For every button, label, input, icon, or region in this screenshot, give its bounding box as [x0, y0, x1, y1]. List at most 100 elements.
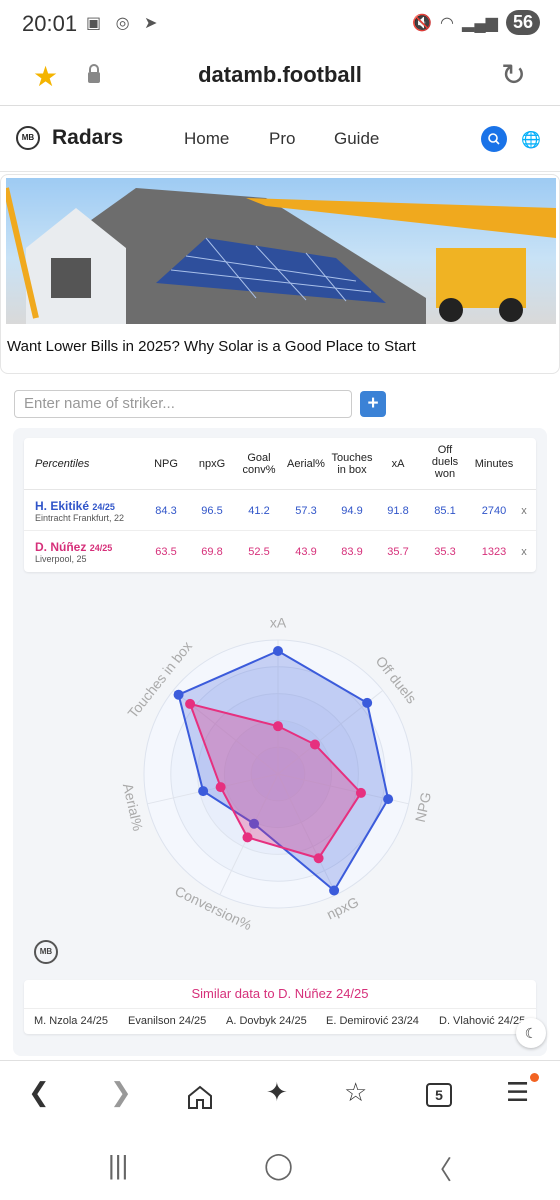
bookmarks-icon[interactable]: ☆ — [344, 1077, 368, 1107]
search-icon — [488, 133, 500, 145]
browser-toolbar: ❮ ❯ ✦ ☆ 5 ☰ — [0, 1060, 560, 1132]
battery-indicator: 56 — [505, 10, 540, 35]
radar-point — [383, 794, 394, 805]
remove-player-2-button[interactable]: x — [521, 546, 527, 558]
radar-point — [185, 698, 196, 709]
radar-point — [198, 786, 209, 797]
table-header: Percentiles NPG npxG Goal conv% Aerial% … — [24, 438, 536, 490]
radar-point — [249, 818, 260, 829]
similar-title: Similar data to D. Núñez 24/25 — [191, 986, 369, 1001]
system-nav-bar: ||| ◯ 〈 — [0, 1132, 560, 1200]
similar-player[interactable]: Evanilson 24/25 — [128, 1015, 207, 1027]
assistant-sparkle-icon[interactable]: ✦ — [266, 1077, 288, 1107]
radar-point — [273, 721, 283, 732]
radar-point — [273, 645, 283, 656]
notification-dot — [530, 1073, 539, 1082]
similar-player[interactable]: M. Nzola 24/25 — [34, 1015, 108, 1027]
header-aerial: Aerial% — [287, 458, 325, 470]
nav-guide[interactable]: Guide — [334, 129, 380, 148]
status-time: 20:01 — [22, 11, 78, 36]
radar-point — [173, 689, 184, 700]
player-1-npg: 84.3 — [155, 505, 177, 517]
solar-house-illustration — [6, 187, 556, 324]
radar-axis-label: NPG — [412, 791, 434, 824]
brand-title[interactable]: Radars — [52, 126, 124, 149]
recent-apps-icon[interactable]: ||| — [108, 1150, 129, 1180]
player-2-xa: 35.7 — [387, 546, 409, 558]
radar-point — [329, 885, 340, 896]
percentiles-table: Percentiles NPG npxG Goal conv% Aerial% … — [24, 438, 536, 572]
nav-home[interactable]: Home — [184, 129, 230, 148]
similar-player[interactable]: A. Dovbyk 24/25 — [226, 1015, 307, 1027]
radar-point — [313, 853, 324, 864]
player-1-conv: 41.2 — [248, 505, 270, 517]
header-touches-line2: in box — [337, 464, 367, 476]
lock-icon[interactable] — [86, 63, 102, 85]
player-1-off: 85.1 — [434, 505, 456, 517]
bookmark-star-icon[interactable]: ★ — [33, 61, 59, 92]
player-2-name-text: D. Núñez — [35, 540, 87, 554]
player-2-touches: 83.9 — [341, 546, 363, 558]
player-1-npxg: 96.5 — [201, 505, 223, 517]
remove-player-1-button[interactable]: x — [521, 505, 527, 517]
header-xa: xA — [391, 458, 405, 470]
similar-player[interactable]: D. Vlahović 24/25 — [439, 1015, 526, 1027]
header-goal-conv-line2: conv% — [242, 464, 276, 476]
forward-icon[interactable]: ❯ — [110, 1077, 132, 1107]
player-2-npxg: 69.8 — [201, 546, 223, 558]
header-npxg: npxG — [198, 458, 226, 470]
ad-banner[interactable]: Want Lower Bills in 2025? Why Solar is a… — [0, 174, 560, 374]
watermark-logo: MB — [34, 940, 58, 964]
player-1-touches: 94.9 — [341, 505, 363, 517]
notification-icons: ▣ ◎ ➤ — [86, 15, 163, 32]
site-logo[interactable]: MB — [16, 126, 40, 150]
header-off-duels: Off duels won — [425, 444, 465, 480]
url-text[interactable]: datamb.football — [198, 62, 362, 87]
status-right: 🔇 ◠ ▂▄▆ 56 — [412, 10, 540, 35]
radar-point — [355, 787, 366, 798]
header-percentiles: Percentiles — [35, 458, 90, 470]
player-1-aerial: 57.3 — [295, 505, 317, 517]
similar-player[interactable]: E. Demirović 23/24 — [326, 1015, 419, 1027]
home-nav-icon[interactable]: ◯ — [264, 1150, 294, 1180]
player-1-xa: 91.8 — [387, 505, 409, 517]
search-button[interactable] — [481, 126, 507, 152]
player-1-name[interactable]: H. Ekitiké 24/25 — [35, 499, 115, 513]
radar-axis-label: Aerial% — [120, 782, 146, 833]
player-row-1: H. Ekitiké 24/25 Eintracht Frankfurt, 22… — [24, 490, 536, 531]
header-goal-conv: Goal conv% — [237, 452, 281, 476]
menu-icon[interactable]: ☰ — [506, 1077, 530, 1107]
reload-icon[interactable]: ↻ — [500, 59, 526, 92]
player-1-name-text: H. Ekitiké — [35, 499, 90, 513]
player-1-minutes: 2740 — [481, 505, 507, 517]
player-1-season: 24/25 — [92, 502, 115, 512]
nav-pro[interactable]: Pro — [269, 129, 296, 148]
back-icon[interactable]: ❮ — [28, 1077, 50, 1107]
header-off-line3: won — [434, 468, 456, 480]
ad-headline[interactable]: Want Lower Bills in 2025? Why Solar is a… — [7, 338, 416, 355]
home-icon[interactable] — [186, 1083, 214, 1111]
header-off-line2: duels — [431, 456, 459, 468]
signal-icon: ▂▄▆ — [462, 14, 498, 32]
player-2-season: 24/25 — [89, 543, 113, 553]
back-nav-icon[interactable]: 〈 — [426, 1155, 453, 1185]
status-bar: 20:01 ▣ ◎ ➤ 🔇 ◠ ▂▄▆ 56 — [0, 0, 560, 48]
radar-point — [242, 832, 253, 843]
player-2-name[interactable]: D. Núñez 24/25 — [35, 540, 112, 554]
striker-search-input[interactable]: Enter name of striker... — [14, 390, 352, 418]
wifi-icon: ◠ — [440, 14, 455, 32]
mute-icon: 🔇 — [412, 14, 433, 32]
player-2-club: Liverpool, 25 — [35, 554, 87, 564]
tabs-button[interactable]: 5 — [426, 1083, 452, 1107]
header-touches: Touches in box — [330, 452, 374, 476]
radar-point — [309, 739, 320, 750]
header-off-line1: Off — [437, 444, 453, 456]
header-touches-line1: Touches — [331, 452, 373, 464]
similar-list: M. Nzola 24/25 Evanilson 24/25 A. Dovbyk… — [24, 1008, 536, 1032]
player-2-aerial: 43.9 — [295, 546, 317, 558]
dark-mode-toggle[interactable]: ☾ — [516, 1018, 546, 1048]
add-player-button[interactable]: + — [360, 391, 386, 417]
globe-icon[interactable]: 🌐 — [521, 132, 541, 149]
header-goal-conv-line1: Goal — [247, 452, 271, 464]
